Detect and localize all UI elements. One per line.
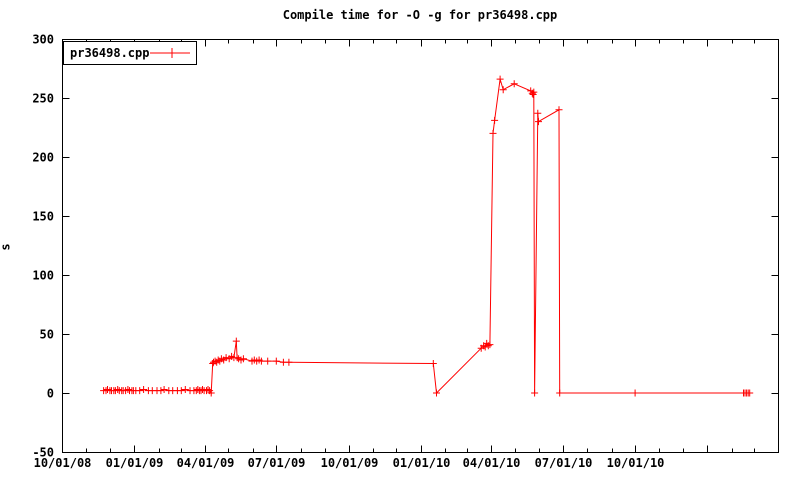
- svg-text:04/01/10: 04/01/10: [463, 456, 521, 470]
- svg-text:0: 0: [47, 387, 54, 401]
- legend: pr36498.cpp: [63, 41, 197, 65]
- svg-text:-50: -50: [32, 446, 54, 460]
- svg-text:10/01/08: 10/01/08: [34, 456, 92, 470]
- legend-line-sample: [150, 48, 190, 58]
- svg-text:04/01/09: 04/01/09: [177, 456, 235, 470]
- chart-title: Compile time for -O -g for pr36498.cpp: [282, 8, 558, 22]
- legend-label: pr36498.cpp: [70, 46, 150, 60]
- axes: -50 0 50 100 150 200 250 300 10/01/08 01/01/09 04/…: [32, 33, 779, 470]
- svg-text:300: 300: [32, 33, 54, 47]
- svg-text:07/01/09: 07/01/09: [248, 456, 306, 470]
- svg-text:01/01/10: 01/01/10: [393, 456, 451, 470]
- svg-text:10/01/10: 10/01/10: [607, 456, 665, 470]
- svg-text:100: 100: [32, 269, 54, 283]
- svg-text:01/01/09: 01/01/09: [106, 456, 164, 470]
- svg-text:200: 200: [32, 151, 54, 165]
- series-line: [100, 75, 754, 397]
- svg-text:10/01/09: 10/01/09: [321, 456, 379, 470]
- svg-text:250: 250: [32, 92, 54, 106]
- svg-text:150: 150: [32, 210, 54, 224]
- svg-text:50: 50: [40, 328, 54, 342]
- svg-text:07/01/10: 07/01/10: [535, 456, 593, 470]
